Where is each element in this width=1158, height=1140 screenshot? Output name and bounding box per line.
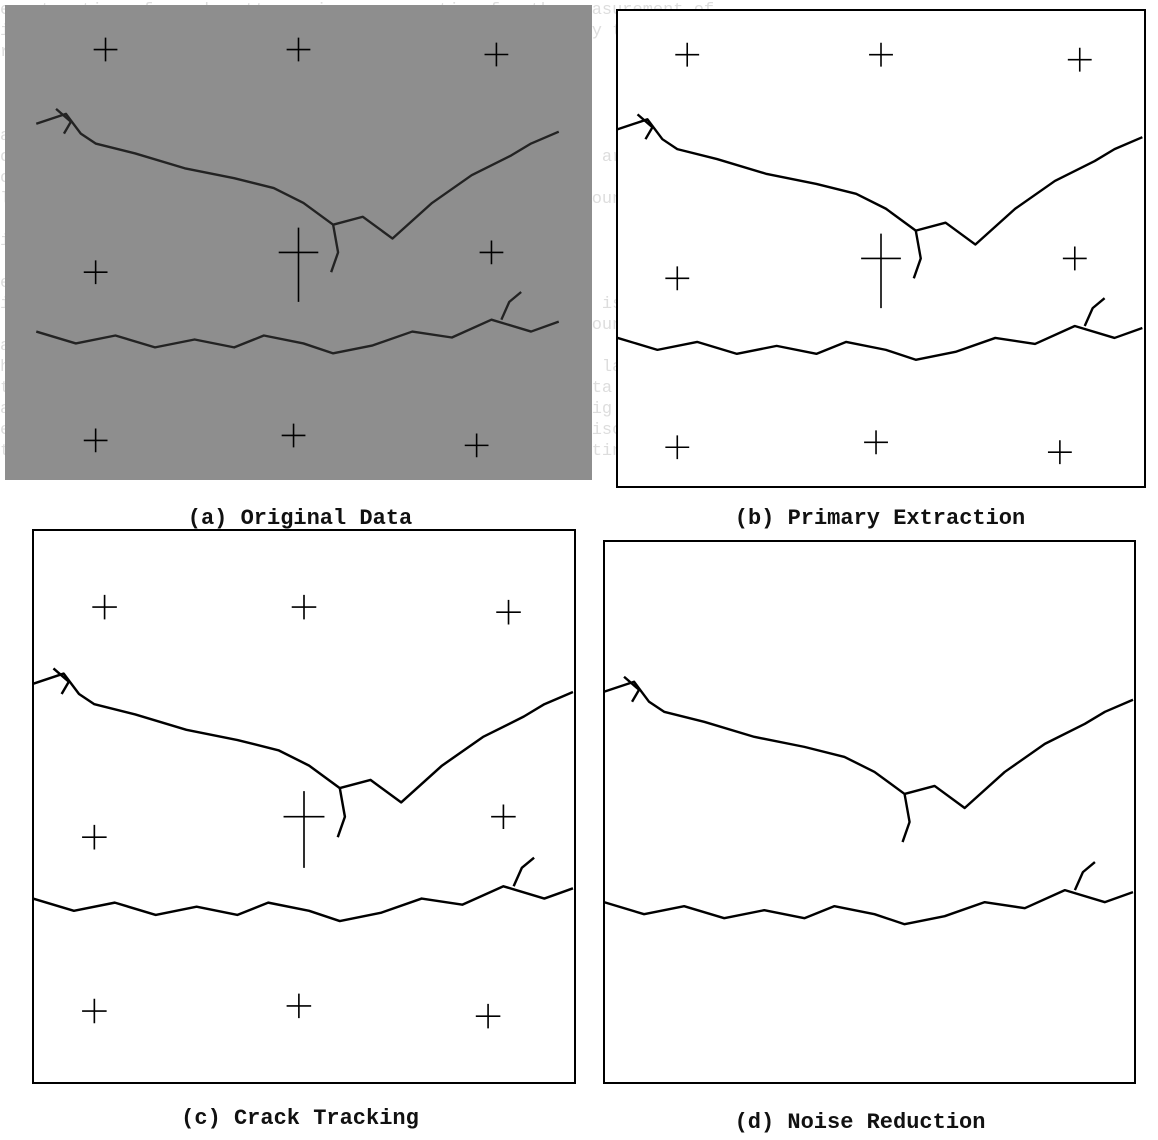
caption: (b) Primary Extraction: [735, 506, 1025, 531]
caption: (c) Crack Tracking: [181, 1106, 419, 1131]
caption: (a) Original Data: [188, 506, 412, 531]
panel-frame: [603, 540, 1136, 1084]
caption: (d) Noise Reduction: [735, 1110, 986, 1135]
